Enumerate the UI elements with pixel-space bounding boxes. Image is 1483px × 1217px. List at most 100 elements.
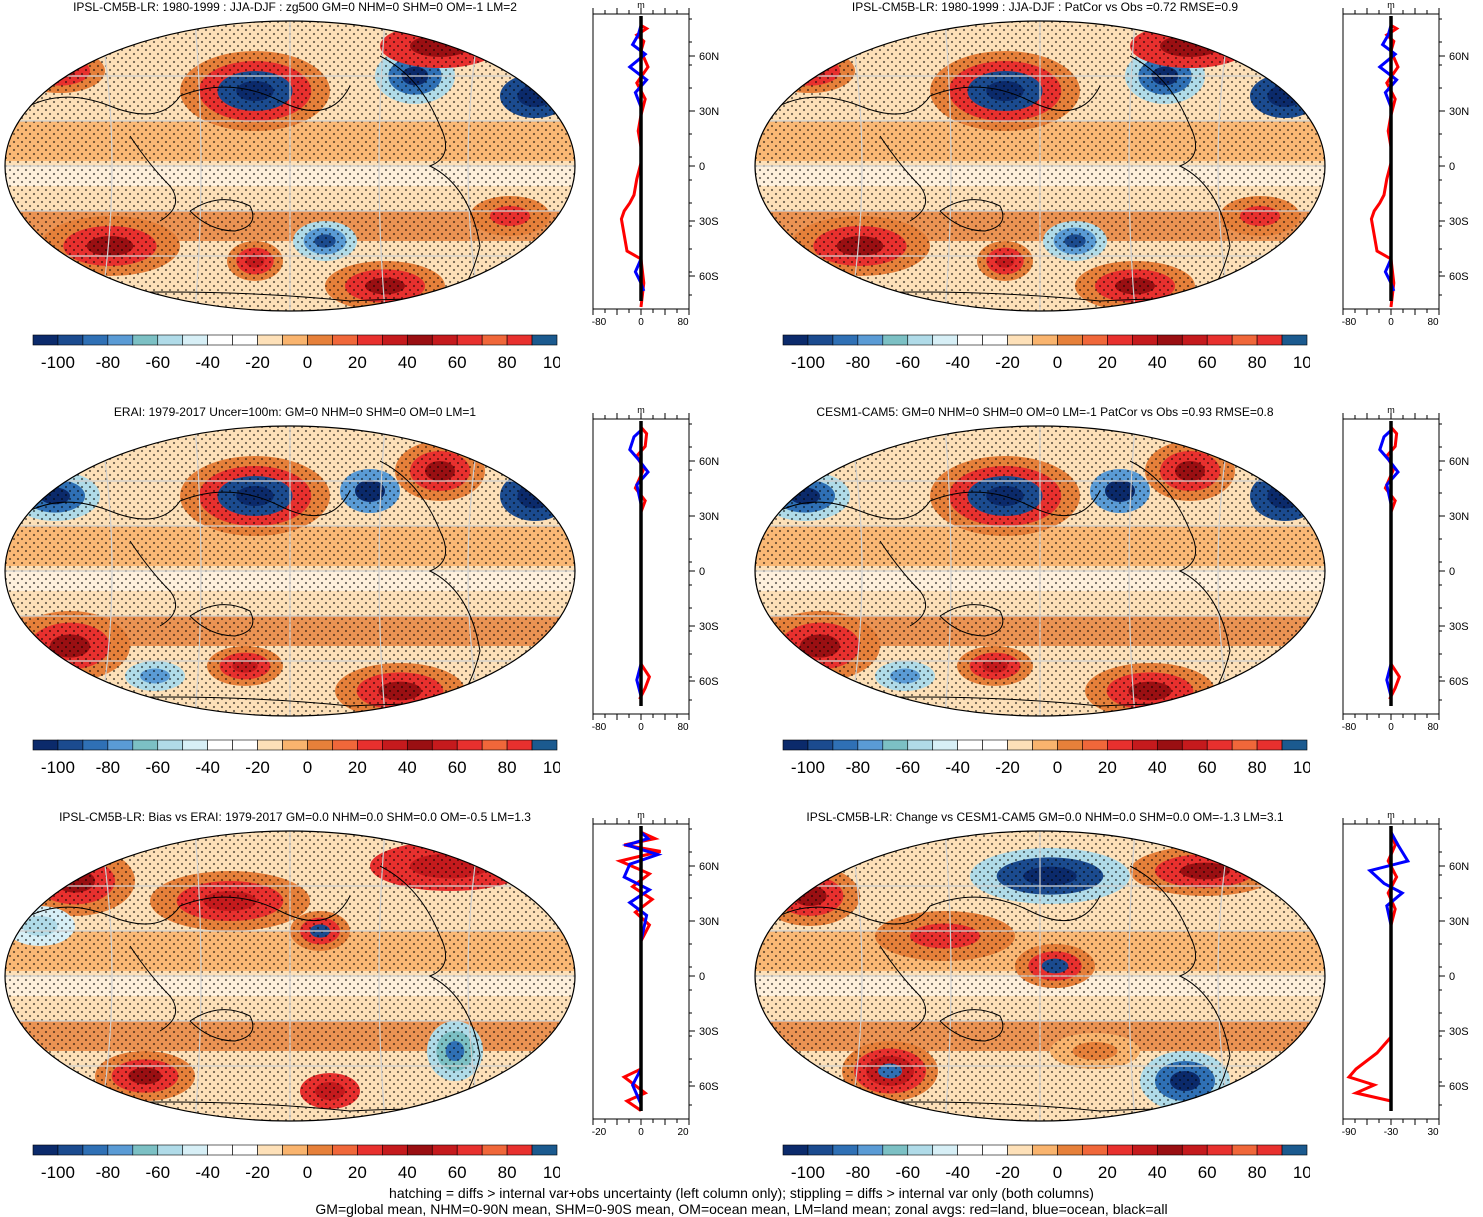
zonal-x-tick: 80 <box>677 317 689 325</box>
colorbar-box <box>832 1144 859 1156</box>
colorbar-label: 60 <box>1198 1163 1217 1182</box>
colorbar-box <box>232 1144 258 1156</box>
lat-label: 60N <box>699 861 719 873</box>
colorbar-label: -20 <box>245 758 270 777</box>
colorbar-box <box>182 334 208 346</box>
colorbar-box <box>1281 739 1308 751</box>
colorbar-label: -40 <box>945 758 970 777</box>
colorbar: -100 -80 -60 -40 -20 0 20 40 60 80 100 <box>782 1144 1310 1182</box>
colorbar-label: 80 <box>498 353 517 372</box>
colorbar-label: -60 <box>145 758 170 777</box>
colorbar-box <box>132 334 159 346</box>
colorbar-box <box>1082 1144 1108 1156</box>
colorbar-box <box>531 334 558 346</box>
colorbar-box <box>1156 1144 1183 1156</box>
colorbar-box <box>82 1144 109 1156</box>
colorbar-label: 20 <box>1098 353 1117 372</box>
colorbar-box <box>1082 334 1108 346</box>
colorbar-box <box>1231 1144 1258 1156</box>
colorbar-box <box>782 739 809 751</box>
colorbar-box <box>32 1144 59 1156</box>
colorbar-label: -20 <box>995 758 1020 777</box>
colorbar-box <box>531 1144 558 1156</box>
colorbar-box <box>307 739 333 751</box>
colorbar-box <box>857 334 884 346</box>
panel-2: IPSL-CM5B-LR: 1980-1999 : JJA-DJF : PatC… <box>750 0 1483 400</box>
colorbar-label: -100 <box>41 758 75 777</box>
colorbar-box <box>406 739 433 751</box>
zonal-profile: m 60N 30N 0 30S 60S -80 0 80 <box>1342 0 1469 325</box>
lat-label: 0 <box>1449 161 1455 173</box>
colorbar-label: -40 <box>195 1163 220 1182</box>
colorbar-box <box>207 334 233 346</box>
colorbar-box <box>107 334 134 346</box>
robinson-map <box>4 830 576 1122</box>
zonal-x-tick: -80 <box>592 722 607 730</box>
colorbar-label: 60 <box>448 758 467 777</box>
coastline <box>769 85 1101 115</box>
lat-label: 0 <box>1449 971 1455 983</box>
zonal-x-tick: 80 <box>677 722 689 730</box>
colorbar-label: 40 <box>398 758 417 777</box>
zonal-unit: m <box>1387 0 1395 10</box>
zonal-unit: m <box>1387 405 1395 415</box>
colorbar-box <box>406 334 433 346</box>
lat-label: 30N <box>1449 106 1469 118</box>
lat-label: 60N <box>1449 456 1469 468</box>
colorbar-label: 20 <box>1098 758 1117 777</box>
colorbar-label: -80 <box>846 758 871 777</box>
coastline <box>189 1009 254 1042</box>
lat-label: 0 <box>699 566 705 578</box>
colorbar-box <box>1256 334 1283 346</box>
colorbar-box <box>282 1144 308 1156</box>
lat-label: 60S <box>699 676 719 688</box>
colorbar-label: -100 <box>41 1163 75 1182</box>
colorbar-label: 40 <box>398 353 417 372</box>
colorbar-box <box>232 334 258 346</box>
colorbar-label: -40 <box>195 353 220 372</box>
coastline <box>189 199 254 232</box>
coastline <box>1129 865 1231 1107</box>
coastline <box>379 460 481 702</box>
colorbar-label: 0 <box>1053 353 1062 372</box>
colorbar-box <box>1181 739 1208 751</box>
colorbar-box <box>807 739 834 751</box>
zonal-x-tick: 0 <box>1388 317 1394 325</box>
colorbar-box <box>857 1144 884 1156</box>
colorbar-label: 0 <box>303 1163 312 1182</box>
colorbar-box <box>481 1144 508 1156</box>
zonal-unit: m <box>637 0 645 10</box>
colorbar-label: -80 <box>96 758 121 777</box>
colorbar-label: -80 <box>846 353 871 372</box>
colorbar-box <box>982 334 1008 346</box>
colorbar-box <box>431 739 458 751</box>
coastline <box>879 135 927 222</box>
colorbar-box <box>332 334 358 346</box>
lat-label: 0 <box>1449 566 1455 578</box>
colorbar-box <box>907 1144 934 1156</box>
colorbar-label: 40 <box>1148 1163 1167 1182</box>
coastline <box>879 540 927 627</box>
colorbar-label: -100 <box>791 1163 825 1182</box>
panel-title: ERAI: 1979-2017 Uncer=100m: GM=0 NHM=0 S… <box>113 405 477 419</box>
colorbar-box <box>132 739 159 751</box>
colorbar-label: 100 <box>543 758 560 777</box>
colorbar-box <box>1206 334 1233 346</box>
colorbar-label: -60 <box>895 353 920 372</box>
colorbar-box <box>1132 334 1158 346</box>
colorbar-label: 100 <box>1293 353 1310 372</box>
lat-label: 30N <box>699 916 719 928</box>
colorbar-box <box>382 334 408 346</box>
coastline <box>1129 55 1231 297</box>
colorbar-box <box>182 739 208 751</box>
zonal-x-tick: 0 <box>638 317 644 325</box>
colorbar-box <box>982 739 1008 751</box>
coastline <box>19 490 351 520</box>
colorbar-box <box>382 1144 408 1156</box>
colorbar-box <box>932 1144 958 1156</box>
zonal-unit: m <box>637 405 645 415</box>
colorbar-box <box>982 1144 1008 1156</box>
colorbar-box <box>32 739 59 751</box>
zonal-x-tick: -80 <box>592 317 607 325</box>
colorbar-label: 80 <box>498 758 517 777</box>
